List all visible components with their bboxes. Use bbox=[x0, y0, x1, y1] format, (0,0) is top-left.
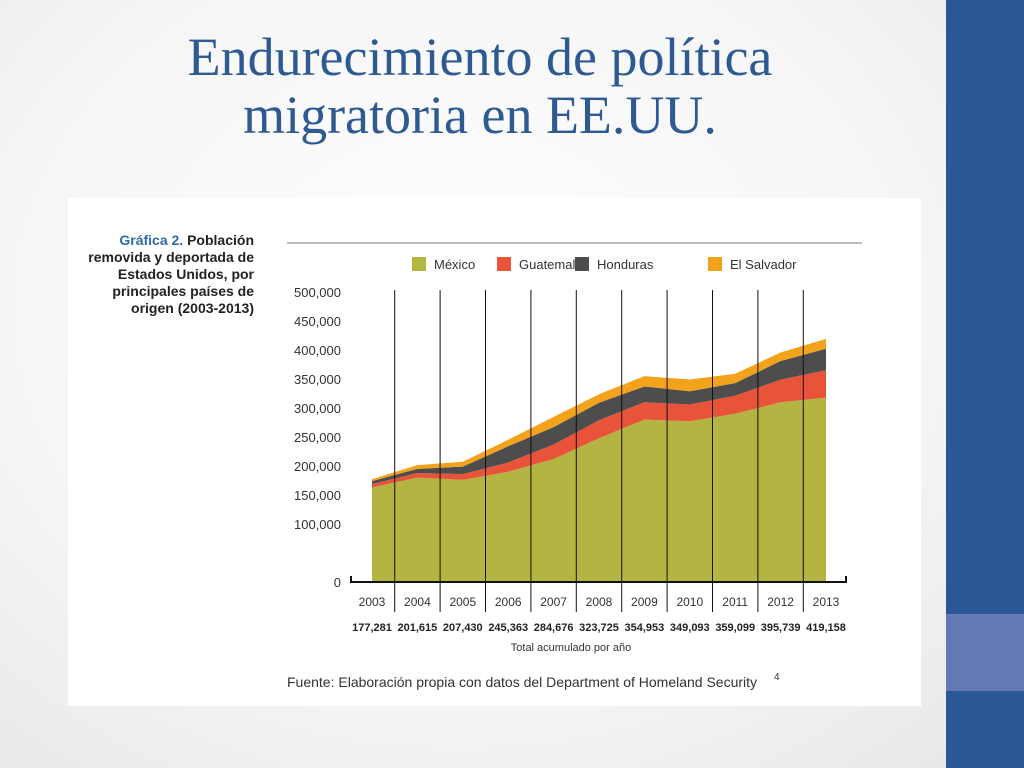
y-axis: 500,000 450,000 400,000 350,000 300,000 250,0… bbox=[294, 285, 341, 590]
x-tick-label: 2008 bbox=[586, 595, 613, 609]
x-tick-label: 2012 bbox=[767, 595, 794, 609]
graph-caption: Gráfica 2. Población removida y deportad… bbox=[70, 232, 254, 317]
total-value: 349,093 bbox=[670, 622, 710, 634]
y-tick-label: 150,000 bbox=[294, 488, 341, 503]
total-row: 177,281 201,615 207,430 245,363 284,676 323,7… bbox=[352, 622, 846, 634]
x-tick-label: 2009 bbox=[631, 595, 658, 609]
x-tick-label: 2004 bbox=[404, 595, 431, 609]
y-tick-label: 350,000 bbox=[294, 372, 341, 387]
total-value: 359,099 bbox=[715, 622, 755, 634]
total-value: 419,158 bbox=[806, 622, 846, 634]
chart-year-lines bbox=[394, 290, 804, 612]
x-tick-label: 2006 bbox=[495, 595, 522, 609]
y-tick-label: 100,000 bbox=[294, 517, 341, 532]
y-tick-label: 250,000 bbox=[294, 430, 341, 445]
area-series bbox=[372, 370, 826, 488]
legend-swatch bbox=[412, 257, 426, 271]
y-tick-label: 300,000 bbox=[294, 401, 341, 416]
x-tick-label: 2010 bbox=[676, 595, 703, 609]
x-tick-label: 2011 bbox=[722, 595, 748, 609]
legend-swatch bbox=[708, 257, 722, 271]
y-tick-label: 200,000 bbox=[294, 459, 341, 474]
y-tick-label: 500,000 bbox=[294, 285, 341, 300]
y-tick-label: 450,000 bbox=[294, 314, 341, 329]
x-tick-label: 2005 bbox=[449, 595, 476, 609]
total-value: 177,281 bbox=[352, 622, 392, 634]
legend-label: El Salvador bbox=[730, 257, 797, 272]
legend-swatch bbox=[575, 257, 589, 271]
total-value: 395,739 bbox=[761, 622, 801, 634]
legend-swatch bbox=[497, 257, 511, 271]
y-tick-label: 400,000 bbox=[294, 343, 341, 358]
caption-number: Gráfica 2. bbox=[119, 232, 184, 248]
legend-label: Guatemala bbox=[519, 257, 583, 272]
total-value: 323,725 bbox=[579, 622, 619, 634]
total-value: 245,363 bbox=[488, 622, 528, 634]
legend-label: Honduras bbox=[597, 257, 654, 272]
totals-label: Total acumulado por año bbox=[511, 642, 631, 654]
x-tick-label: 2013 bbox=[813, 595, 840, 609]
source-note: Fuente: Elaboración propia con datos del… bbox=[287, 674, 757, 690]
legend-label: México bbox=[434, 257, 475, 272]
y-tick-label: 0 bbox=[334, 575, 341, 590]
footnote-mark: 4 bbox=[774, 672, 780, 683]
total-value: 207,430 bbox=[443, 622, 483, 634]
chart-legend: México Guatemala Honduras El Salvador bbox=[412, 257, 797, 272]
area-series bbox=[372, 338, 826, 482]
x-tick-label: 2007 bbox=[540, 595, 567, 609]
total-value: 201,615 bbox=[398, 622, 438, 634]
decorative-side-bar-accent bbox=[946, 614, 1024, 691]
total-value: 284,676 bbox=[534, 622, 574, 634]
slide-title: Endurecimiento de política migratoria en… bbox=[187, 27, 773, 145]
area-series bbox=[372, 348, 826, 484]
x-axis: 2003 2004 2005 2006 2007 2008 2009 2010 2011 2012… bbox=[350, 576, 847, 609]
total-value: 354,953 bbox=[625, 622, 665, 634]
x-tick-label: 2003 bbox=[359, 595, 386, 609]
caption-text: Población removida y deportada de Estado… bbox=[88, 232, 254, 316]
